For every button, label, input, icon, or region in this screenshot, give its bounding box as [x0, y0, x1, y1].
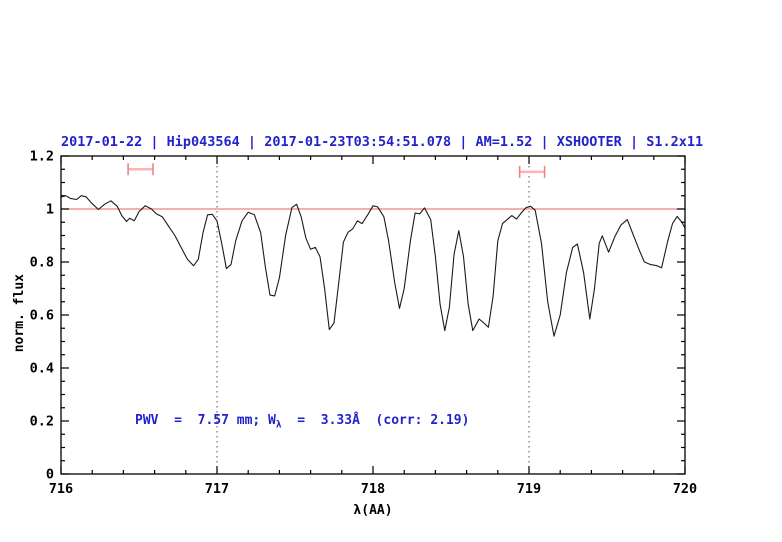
x-axis-label: λ(AA) [353, 503, 393, 518]
y-tick-label: 0.8 [30, 255, 54, 271]
pwv-annotation-prefix: PWV = 7.57 mm; W [135, 413, 276, 428]
y-tick-label: 0.6 [30, 308, 54, 324]
pwv-annotation-suffix: = 3.33Å (corr: 2.19) [281, 413, 470, 428]
plot-title: 2017-01-22 | Hip043564 | 2017-01-23T03:5… [61, 134, 704, 150]
y-tick-label: 1.2 [30, 149, 54, 165]
spectrum-curve [60, 195, 686, 337]
y-tick-label: 0 [46, 467, 54, 483]
pwv-annotation-lambda-subscript: λ [275, 419, 282, 431]
x-tick-label: 718 [361, 481, 385, 497]
pwv-annotation: PWV = 7.57 mm; Wλ = 3.33Å (corr: 2.19) [135, 413, 470, 431]
y-tick-label: 0.4 [30, 361, 54, 377]
x-tick-label: 716 [49, 481, 73, 497]
x-tick-label: 717 [205, 481, 229, 497]
x-tick-label: 719 [517, 481, 541, 497]
x-tick-label: 720 [673, 481, 697, 497]
y-tick-label: 0.2 [30, 414, 54, 430]
y-tick-label: 1 [46, 202, 54, 218]
y-axis-label: norm. flux [12, 274, 27, 353]
